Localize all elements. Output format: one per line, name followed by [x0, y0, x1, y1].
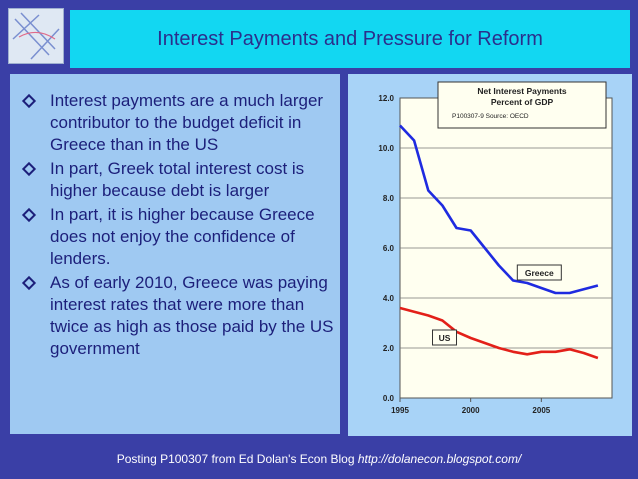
- series-label: Greece: [525, 268, 554, 278]
- x-tick-label: 1995: [391, 406, 409, 415]
- series-line-greece: [399, 124, 599, 295]
- footer-text: Posting P100307 from Ed Dolan's Econ Blo…: [116, 452, 358, 466]
- footer-url[interactable]: http://dolanecon.blogspot.com/: [357, 452, 522, 466]
- x-tick-label: 2000: [462, 406, 480, 415]
- bullet-item: As of early 2010, Greece was paying inte…: [20, 272, 340, 360]
- thumbnail-graphic: [12, 12, 60, 60]
- diamond-bullet-icon: [21, 207, 37, 223]
- bullet-text: Interest payments are a much larger cont…: [50, 91, 324, 154]
- slide-thumbnail: [8, 8, 64, 64]
- slide-title: Interest Payments and Pressure for Refor…: [157, 27, 543, 50]
- diamond-bullet-icon: [21, 275, 37, 291]
- y-tick-label: 2.0: [383, 344, 395, 353]
- x-tick-label: 2005: [532, 406, 550, 415]
- greece-label-box: [516, 264, 562, 281]
- chart-source-note: P100307-9 Source: OECD: [452, 113, 529, 120]
- series-line-us: [399, 306, 599, 360]
- bullet-item: In part, it is higher because Greece doe…: [20, 204, 340, 270]
- bullet-panel: Interest payments are a much larger cont…: [10, 74, 340, 434]
- y-tick-label: 4.0: [383, 294, 395, 303]
- y-tick-label: 10.0: [378, 144, 394, 153]
- y-tick-label: 8.0: [383, 194, 395, 203]
- bullet-text: In part, it is higher because Greece doe…: [50, 205, 315, 268]
- y-tick-label: 12.0: [378, 94, 394, 103]
- chart-title: Net Interest Payments: [477, 86, 567, 96]
- bullet-item: Interest payments are a much larger cont…: [20, 90, 340, 156]
- title-bar: Interest Payments and Pressure for Refor…: [70, 10, 630, 68]
- us-label-box: [432, 329, 458, 346]
- footer: Posting P100307 from Ed Dolan's Econ Blo…: [0, 452, 638, 466]
- series-label: US: [439, 333, 451, 343]
- y-tick-label: 6.0: [383, 244, 395, 253]
- diamond-bullet-icon: [21, 161, 37, 177]
- interest-chart: 0.0 2.0 4.0 6.0 8.0 10.0 12.0 1995 2000 2005 Net I…: [378, 81, 613, 415]
- bullet-item: In part, Greek total interest cost is hi…: [20, 158, 340, 202]
- y-tick-label: 0.0: [383, 394, 395, 403]
- bullet-text: In part, Greek total interest cost is hi…: [50, 159, 305, 200]
- bullet-text: As of early 2010, Greece was paying inte…: [50, 273, 334, 358]
- bullet-list: Interest payments are a much larger cont…: [10, 74, 340, 360]
- chart-title-box: [437, 81, 607, 129]
- chart-panel: 0.0 2.0 4.0 6.0 8.0 10.0 12.0 1995 2000 2005 Net I…: [348, 74, 632, 436]
- diamond-bullet-icon: [21, 93, 37, 109]
- chart-subtitle: Percent of GDP: [491, 97, 554, 107]
